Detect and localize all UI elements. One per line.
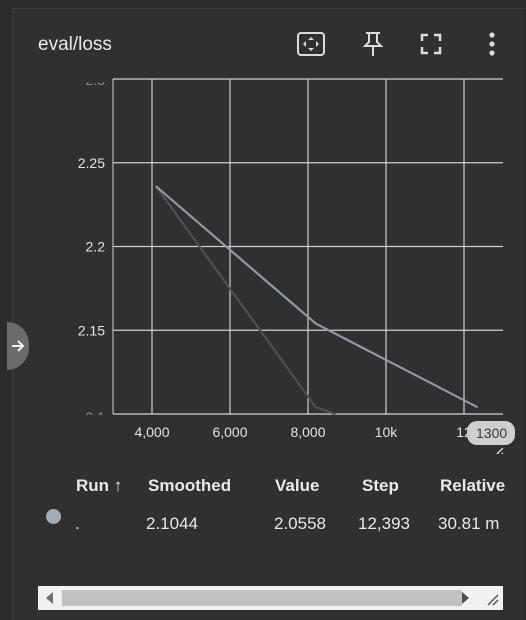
fit-domain-button[interactable]	[295, 28, 327, 60]
step-value: 12,393	[358, 514, 410, 533]
horizontal-scrollbar[interactable]	[38, 586, 503, 610]
scroll-right-icon[interactable]	[462, 592, 469, 604]
resize-corner-icon[interactable]	[485, 592, 499, 606]
col-header-step[interactable]: Step	[362, 476, 399, 495]
chart-grid	[112, 78, 503, 415]
smoothed-value: 2.1044	[146, 514, 198, 533]
col-header-relative[interactable]: Relative	[440, 476, 506, 495]
col-header-run[interactable]: Run ↑	[76, 476, 122, 496]
line-chart[interactable]: 2.252.22.152.32.1 4,000 6,000 8,000 10k 12 1…	[13, 9, 526, 454]
col-header-run-label: Run	[76, 476, 110, 495]
y-tick-label-clipped: 2.3	[86, 72, 106, 88]
scroll-left-icon[interactable]	[46, 592, 53, 604]
series-line	[155, 185, 336, 416]
sort-ascending-icon: ↑	[113, 476, 123, 495]
pin-icon	[362, 32, 384, 56]
fullscreen-icon	[420, 33, 442, 55]
fullscreen-button[interactable]	[415, 28, 447, 60]
y-tick-label-clipped: 2.1	[86, 409, 106, 425]
more-vert-icon	[489, 32, 495, 56]
y-tick-label: 2.2	[86, 239, 106, 255]
y-tick-label: 2.25	[78, 155, 105, 171]
expand-sidebar-tab[interactable]	[7, 322, 29, 370]
y-axis-ticks: 2.25 2.2 2.15 2.3 2.1	[78, 72, 105, 425]
raw-value: 2.0558	[274, 514, 326, 533]
scalar-card: eval/loss 2.25 2.2 2.15 2.3 2.1 4,000 6,000 8,…	[7, 8, 526, 620]
run-name: .	[75, 514, 80, 533]
more-options-button[interactable]	[476, 28, 508, 60]
resize-handle-icon[interactable]	[493, 447, 504, 454]
page-edge	[524, 0, 526, 620]
series-line	[155, 185, 479, 409]
hover-badge-label: 1300	[476, 425, 507, 441]
y-tick-label: 2.15	[78, 322, 105, 338]
col-header-smoothed[interactable]: Smoothed	[148, 476, 232, 495]
arrow-right-icon	[12, 340, 25, 352]
col-header-value[interactable]: Value	[275, 476, 320, 495]
chart-lines	[155, 185, 479, 416]
scrollbar-thumb[interactable]	[62, 590, 462, 606]
card-title: eval/loss	[38, 34, 112, 55]
relative-time: 30.81 m	[438, 514, 500, 533]
x-axis-ticks: 4,000 6,000 8,000 10k 12	[134, 424, 472, 440]
x-tick-label: 10k	[375, 424, 399, 440]
hover-badge: 1300	[467, 421, 515, 445]
fit-domain-icon	[297, 32, 325, 56]
x-tick-label: 4,000	[134, 424, 169, 440]
pin-button[interactable]	[357, 28, 389, 60]
x-tick-label: 6,000	[212, 424, 247, 440]
run-color-dot	[46, 509, 61, 524]
x-tick-label: 8,000	[290, 424, 325, 440]
